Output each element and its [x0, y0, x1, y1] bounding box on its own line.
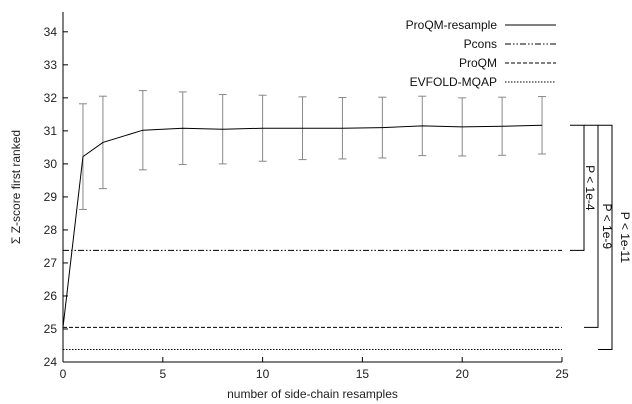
x-tick-label: 25 [555, 367, 569, 381]
legend-label: EVFOLD-MQAP [410, 75, 497, 89]
x-axis-title: number of side-chain resamples [227, 387, 398, 401]
plot-axes [62, 12, 562, 363]
y-tick-label: 32 [44, 91, 58, 105]
x-tick-label: 0 [60, 367, 67, 381]
significance-brackets: P < 1e-4P < 1e-9 P < 1e-11 [570, 124, 632, 350]
y-tick-label: 34 [44, 25, 58, 39]
series-line-proqm-resample [62, 124, 543, 328]
y-tick-label: 28 [44, 223, 58, 237]
legend-label: ProQM-resample [406, 18, 498, 32]
legend: ProQM-resample Pcons ProQM EVFOLD-MQAP [406, 18, 556, 89]
significance-label: P < 1e-4 [583, 165, 597, 211]
error-bars [78, 90, 547, 210]
significance-label: P < 1e-11 [618, 212, 632, 264]
x-tick-label: 15 [356, 367, 370, 381]
y-tick-label: 29 [44, 190, 58, 204]
y-tick-label: 27 [44, 256, 58, 270]
x-tick-label: 20 [456, 367, 470, 381]
y-tick-label: 31 [44, 124, 58, 138]
series-lines [62, 124, 543, 328]
x-tick-label: 10 [256, 367, 270, 381]
y-tick-label: 33 [44, 58, 58, 72]
y-tick-label: 26 [44, 289, 58, 303]
significance-bracket [584, 124, 599, 328]
legend-label: ProQM [459, 56, 497, 70]
y-tick-label: 25 [44, 322, 58, 336]
significance-bracket [570, 124, 585, 251]
x-tick-label: 5 [159, 367, 166, 381]
legend-label: Pcons [464, 37, 497, 51]
significance-bracket [598, 124, 613, 350]
reference-lines [63, 249, 562, 350]
y-axis-title: Σ Z-score first ranked [9, 130, 23, 244]
y-tick-label: 24 [44, 355, 58, 369]
y-tick-label: 30 [44, 157, 58, 171]
axis-ticks: 24 25 26 27 28 29 30 31 32 33 34 0 5 10 15 20 25 [44, 25, 569, 381]
significance-label: P < 1e-9 [600, 204, 614, 250]
